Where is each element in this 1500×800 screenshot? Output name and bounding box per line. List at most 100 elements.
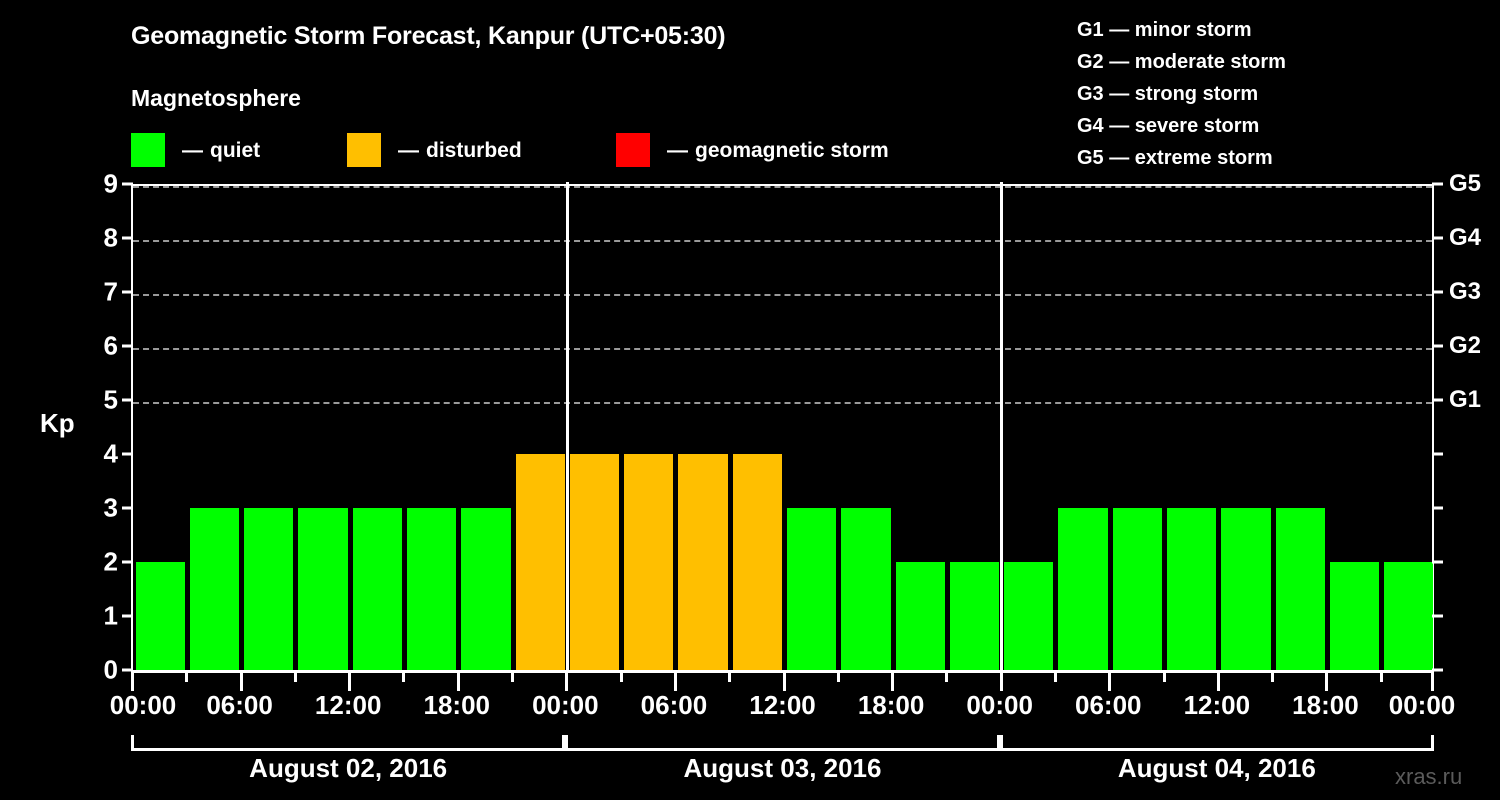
x-tick-minor — [511, 673, 515, 682]
y-tick-label-1: 1 — [103, 600, 118, 631]
g-scale-legend-row-3: G3 — strong storm — [1077, 83, 1259, 105]
kp-bar — [1167, 508, 1217, 670]
legend-entry-disturbed: — disturbed — [347, 132, 522, 168]
legend-label: disturbed — [426, 138, 522, 162]
y-axis-tick-marks — [122, 182, 133, 672]
kp-bar — [624, 454, 674, 670]
day-divider — [565, 182, 569, 670]
x-axis-label: 00:00 — [1388, 690, 1456, 720]
g-axis-tick-mark-kp-7 — [1432, 290, 1443, 294]
y-tick-label-4: 4 — [103, 438, 118, 469]
y-tick-mark-8 — [122, 236, 133, 240]
g-axis-tick-mark-kp-9 — [1432, 182, 1443, 186]
x-axis-label: 18:00 — [857, 690, 925, 720]
x-axis-label: 00:00 — [966, 690, 1033, 720]
y-tick-label-9: 9 — [103, 168, 118, 199]
g-axis-tick-mark-kp-4 — [1432, 452, 1443, 456]
x-axis-label: 12:00 — [749, 690, 816, 720]
y-tick-label-0: 0 — [103, 654, 118, 685]
x-tick-minor — [1053, 673, 1057, 682]
legend-dash: — — [182, 138, 203, 162]
x-tick-major — [456, 673, 460, 691]
x-axis-label: 00:00 — [109, 690, 177, 720]
kp-bar — [1058, 508, 1108, 670]
x-tick-minor — [185, 673, 189, 682]
plot-area — [131, 182, 1434, 670]
legend-label: geomagnetic storm — [695, 138, 889, 162]
day-caption: August 02, 2016 — [249, 753, 448, 783]
x-tick-minor — [728, 673, 732, 682]
x-tick-minor — [293, 673, 297, 682]
x-axis-line — [131, 670, 1434, 673]
x-tick-major — [348, 673, 352, 691]
x-tick-minor — [619, 673, 623, 682]
x-tick-major — [999, 673, 1003, 691]
x-axis-label: 12:00 — [314, 690, 382, 720]
g-axis-labels: G1 G2 G3 G4 G5 — [1449, 170, 1500, 670]
legend-dash: — — [667, 138, 688, 162]
x-tick-major — [1325, 673, 1329, 691]
x-tick-major — [782, 673, 786, 691]
legend-label: quiet — [210, 138, 261, 162]
x-tick-major — [891, 673, 895, 691]
kp-bar — [1275, 508, 1325, 670]
kp-bar — [1004, 562, 1054, 670]
g-axis-label-G2: G2 — [1449, 332, 1482, 359]
kp-bar — [406, 508, 457, 670]
day-bracket — [131, 735, 566, 751]
g-axis-label-G1: G1 — [1449, 386, 1482, 413]
kp-bar — [515, 454, 565, 670]
x-tick-minor — [1379, 673, 1383, 682]
g-scale-legend: G1 — minor storm G2 — moderate storm G3 — … — [1077, 14, 1286, 174]
g-scale-legend-row-1: G1 — minor storm — [1077, 19, 1252, 41]
legend-dash: — — [398, 138, 419, 162]
kp-bar — [841, 508, 891, 670]
y-axis-title: Kp — [40, 408, 75, 438]
kp-bar — [895, 562, 945, 670]
y-tick-mark-6 — [122, 344, 133, 348]
kp-bar — [461, 508, 511, 670]
legend-swatch-disturbed — [347, 133, 381, 167]
g-axis-tick-mark-kp-2 — [1432, 560, 1443, 564]
kp-bar — [244, 508, 294, 670]
kp-bar — [1112, 508, 1163, 670]
day-captions: August 02, 2016 August 03, 2016 August 04,… — [131, 753, 1434, 793]
g-scale-legend-row-4: G4 — severe storm — [1077, 115, 1260, 137]
g-axis-label-G5: G5 — [1449, 170, 1482, 197]
day-caption: August 03, 2016 — [683, 753, 882, 783]
day-brackets — [131, 735, 1434, 751]
legend-swatch-storm — [616, 133, 650, 167]
kp-bar — [787, 508, 837, 670]
y-tick-mark-9 — [122, 182, 133, 186]
plot-inner — [133, 182, 1434, 670]
x-axis-label: 18:00 — [1292, 690, 1359, 720]
g-axis-tick-mark-kp-1 — [1432, 614, 1443, 618]
g-axis-label-G4: G4 — [1449, 224, 1482, 251]
kp-bar — [189, 508, 240, 670]
x-tick-major — [1216, 673, 1220, 691]
x-axis-label: 06:00 — [206, 690, 273, 720]
legend-entry-quiet: — quiet — [131, 132, 260, 168]
y-tick-label-3: 3 — [103, 492, 118, 523]
day-caption: August 04, 2016 — [1117, 753, 1316, 783]
g-axis-tick-mark-kp-8 — [1432, 236, 1443, 240]
g-axis-tick-mark-kp-5 — [1432, 398, 1443, 402]
day-bracket — [565, 735, 1000, 751]
x-axis-label: 06:00 — [640, 690, 708, 720]
gridline-kp-6 — [133, 348, 1432, 350]
kp-bar — [352, 508, 402, 670]
gridline-kp-8 — [133, 240, 1432, 242]
y-tick-label-7: 7 — [103, 276, 118, 307]
y-tick-mark-5 — [122, 398, 133, 402]
y-tick-label-6: 6 — [103, 330, 118, 361]
kp-bar — [732, 454, 782, 670]
x-tick-major — [565, 673, 569, 691]
gridline-kp-5 — [133, 402, 1432, 404]
g-axis-tick-mark-kp-6 — [1432, 344, 1443, 348]
g-axis-label-G3: G3 — [1449, 278, 1482, 305]
y-tick-label-2: 2 — [103, 546, 118, 577]
x-axis-ticks — [131, 673, 1434, 691]
kp-bar — [569, 454, 620, 670]
day-bracket — [999, 735, 1434, 751]
